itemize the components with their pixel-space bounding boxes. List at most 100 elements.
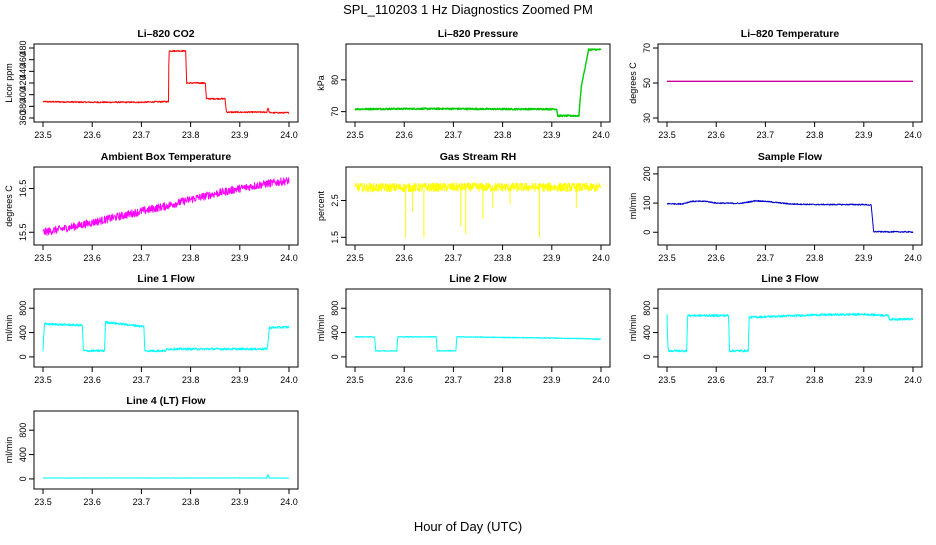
x-tick-label: 23.5 xyxy=(34,130,52,140)
panel-frame xyxy=(657,43,923,123)
panel-li-820-co2: Li–820 CO2 23.5 23.6 23.7 23.8 23.9 24.0 360380… xyxy=(4,28,299,140)
x-tick-label: 24.0 xyxy=(280,253,298,263)
x-tick-label: 23.8 xyxy=(182,130,200,140)
x-tick-label: 23.5 xyxy=(346,253,364,263)
x-tick-label: 23.7 xyxy=(757,253,775,263)
series-line-li-820-pressure xyxy=(354,48,602,118)
y-axis-label: Licor ppm xyxy=(4,63,14,103)
panel-line-4-lt-flow: Line 4 (LT) Flow 23.5 23.6 23.7 23.8 23.9 24.0… xyxy=(4,395,299,507)
y-axis-label: ml/min xyxy=(4,315,14,342)
y-tick-label: 100 xyxy=(642,196,652,211)
panel-frame xyxy=(657,166,923,246)
x-tick-label: 24.0 xyxy=(592,253,610,263)
x-tick-label: 24.0 xyxy=(904,130,922,140)
x-tick-label: 23.8 xyxy=(806,253,824,263)
y-tick-label: 0 xyxy=(18,476,28,481)
x-tick-label: 23.5 xyxy=(658,375,676,385)
series-line-line-4-lt-flow xyxy=(42,474,290,479)
x-tick-label: 23.9 xyxy=(231,253,249,263)
x-tick-label: 23.6 xyxy=(83,130,101,140)
panel-ambient-box-temperature: Ambient Box Temperature 23.5 23.6 23.7 23.8 2… xyxy=(4,151,299,263)
x-tick-label: 23.6 xyxy=(707,253,725,263)
x-tick-label: 23.6 xyxy=(83,497,101,507)
x-tick-label: 23.5 xyxy=(658,130,676,140)
panel-frame xyxy=(345,166,611,246)
x-tick-label: 23.6 xyxy=(707,375,725,385)
x-tick-label: 24.0 xyxy=(592,375,610,385)
panel-title: Li–820 Pressure xyxy=(438,28,519,40)
panel-title: Line 4 (LT) Flow xyxy=(126,395,206,407)
panel-title: Line 2 Flow xyxy=(449,273,507,285)
x-tick-label: 23.8 xyxy=(806,130,824,140)
x-tick-label: 23.9 xyxy=(543,130,561,140)
x-tick-label: 23.7 xyxy=(445,130,463,140)
y-tick-label: 800 xyxy=(330,301,340,316)
y-tick-label: 800 xyxy=(18,301,28,316)
y-tick-label: 400 xyxy=(18,447,28,462)
x-tick-label: 23.5 xyxy=(658,253,676,263)
x-tick-label: 23.7 xyxy=(133,497,151,507)
panel-frame xyxy=(33,410,299,490)
series-line-line-3-flow xyxy=(666,312,914,353)
y-tick-label: 200 xyxy=(642,166,652,181)
x-tick-label: 23.5 xyxy=(34,497,52,507)
x-tick-label: 23.8 xyxy=(494,253,512,263)
x-tick-label: 23.6 xyxy=(707,130,725,140)
panel-title: Li–820 Temperature xyxy=(741,28,840,40)
y-tick-label: 30 xyxy=(642,113,652,123)
x-tick-label: 23.8 xyxy=(494,130,512,140)
y-tick-label: 0 xyxy=(18,354,28,359)
x-tick-label: 24.0 xyxy=(280,497,298,507)
x-tick-label: 23.5 xyxy=(346,375,364,385)
panel-frame xyxy=(33,166,299,246)
x-tick-label: 23.9 xyxy=(855,253,873,263)
x-tick-label: 23.7 xyxy=(445,375,463,385)
y-axis-label: percent xyxy=(316,190,326,221)
x-tick-label: 24.0 xyxy=(280,130,298,140)
panel-title: Sample Flow xyxy=(758,151,823,163)
y-tick-label: 800 xyxy=(18,423,28,438)
y-tick-label: 1.5 xyxy=(330,231,340,244)
panel-title: Line 1 Flow xyxy=(137,273,195,285)
panel-gas-stream-rh: Gas Stream RH 23.5 23.6 23.7 23.8 23.9 24.0 1.5… xyxy=(316,151,611,263)
panel-frame xyxy=(33,288,299,368)
y-tick-label: 380 xyxy=(18,99,28,114)
series-line-line-2-flow xyxy=(354,335,602,352)
y-tick-label: 800 xyxy=(642,301,652,316)
x-tick-label: 23.5 xyxy=(34,253,52,263)
x-tick-label: 23.8 xyxy=(182,375,200,385)
y-axis-label: degrees C xyxy=(628,62,638,104)
y-tick-label: 80 xyxy=(330,75,340,85)
panel-li-820-pressure: Li–820 Pressure 23.5 23.6 23.7 23.8 23.9 24.0 7… xyxy=(316,28,611,140)
x-tick-label: 23.7 xyxy=(133,375,151,385)
y-axis-label: ml/min xyxy=(628,193,638,220)
panel-frame xyxy=(345,43,611,123)
y-tick-label: 400 xyxy=(18,87,28,102)
figure-title: SPL_110203 1 Hz Diagnostics Zoomed PM xyxy=(343,2,593,17)
y-axis-label: ml/min xyxy=(628,315,638,342)
x-tick-label: 24.0 xyxy=(280,375,298,385)
panel-frame xyxy=(33,43,299,123)
x-tick-label: 23.9 xyxy=(543,253,561,263)
y-tick-label: 15.5 xyxy=(18,223,28,241)
y-tick-label: 70 xyxy=(330,107,340,117)
x-tick-label: 23.9 xyxy=(231,375,249,385)
x-tick-label: 23.9 xyxy=(231,130,249,140)
panel-sample-flow: Sample Flow 23.5 23.6 23.7 23.8 23.9 24.0 0 100 2… xyxy=(628,151,923,263)
x-tick-label: 23.7 xyxy=(757,130,775,140)
x-tick-label: 23.9 xyxy=(543,375,561,385)
panel-line-2-flow: Line 2 Flow 23.5 23.6 23.7 23.8 23.9 24.0 0 400 8… xyxy=(316,273,611,385)
x-tick-label: 23.6 xyxy=(395,130,413,140)
x-tick-label: 23.7 xyxy=(133,130,151,140)
series-line-ambient-box-temperature xyxy=(42,177,290,236)
y-tick-label: 400 xyxy=(18,325,28,340)
panel-title: Ambient Box Temperature xyxy=(101,151,232,163)
series-line-sample-flow xyxy=(666,199,914,233)
x-tick-label: 23.5 xyxy=(34,375,52,385)
x-tick-label: 23.6 xyxy=(83,253,101,263)
y-tick-label: 16.5 xyxy=(18,180,28,198)
x-tick-label: 23.9 xyxy=(231,497,249,507)
series-line-li-820-co2 xyxy=(42,49,290,114)
panel-li-820-temperature: Li–820 Temperature 23.5 23.6 23.7 23.8 23.9 24… xyxy=(628,28,923,140)
